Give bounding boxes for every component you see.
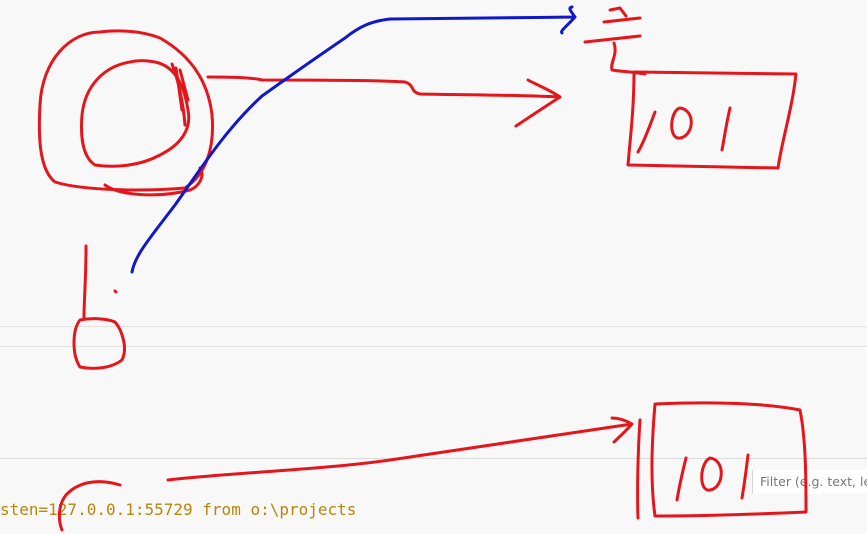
panel-divider-terminal[interactable]: [0, 458, 867, 459]
ink-red-arrow: [206, 75, 562, 128]
ink-circle-underline: [103, 166, 204, 197]
ink-blue-arrow: [130, 5, 577, 274]
ink-top-box-digits: [636, 106, 732, 154]
ink-inner-scribble: [170, 62, 190, 127]
ink-dot: [113, 289, 118, 294]
panel-divider-top: [0, 326, 867, 327]
ink-stem: [82, 244, 88, 320]
ink-outer-circle: [37, 29, 215, 192]
ink-top-box: [626, 70, 798, 170]
terminal-output-line: sten=127.0.0.1:55729 from o:\projects: [0, 500, 357, 519]
filter-field[interactable]: [752, 470, 867, 494]
ink-bottom-box: [636, 401, 808, 520]
ink-bottom-arrow: [166, 416, 634, 482]
ink-bottom-box-digits: [675, 453, 750, 502]
ink-top-glyph: [583, 6, 647, 76]
panel-divider-middle: [0, 346, 867, 347]
ink-inner-circle: [80, 59, 191, 168]
filter-input[interactable]: [753, 470, 867, 492]
